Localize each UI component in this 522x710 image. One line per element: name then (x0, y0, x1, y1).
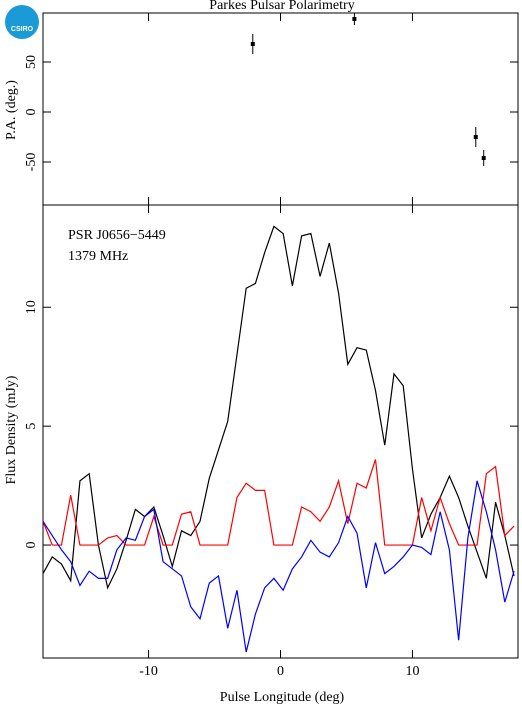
y-axis-label: Flux Density (mJy) (4, 375, 19, 484)
y-tick-label: 50 (24, 55, 39, 69)
annotation: PSR J0656−5449 (68, 228, 166, 243)
point (473, 135, 478, 139)
y-tick-label: 5 (24, 423, 39, 430)
series-line (42, 480, 515, 653)
x-axis-label: Pulse Longitude (deg) (220, 690, 345, 705)
point (352, 17, 357, 21)
logo: CSIRO (5, 5, 39, 39)
chart-title: Parkes Pulsar Polarimetry (209, 0, 354, 13)
y-axis-label: P.A. (deg.) (4, 80, 19, 140)
y-tick-label: 10 (24, 300, 39, 314)
series-line (42, 459, 515, 546)
logo-text: CSIRO (11, 26, 34, 33)
annotation: 1379 MHz (68, 249, 128, 264)
x-tick-label: 10 (405, 664, 419, 679)
y-tick-label: -50 (24, 153, 39, 172)
x-tick-label: 0 (277, 664, 284, 679)
y-tick-label: 0 (24, 542, 39, 549)
x-tick-label: -10 (139, 664, 158, 679)
point (250, 42, 255, 46)
point (481, 156, 486, 160)
series-line (42, 225, 515, 590)
y-tick-label: 0 (24, 109, 39, 116)
plot-frame (42, 204, 519, 659)
logo-circle (5, 5, 39, 39)
plot-frame (42, 12, 519, 206)
